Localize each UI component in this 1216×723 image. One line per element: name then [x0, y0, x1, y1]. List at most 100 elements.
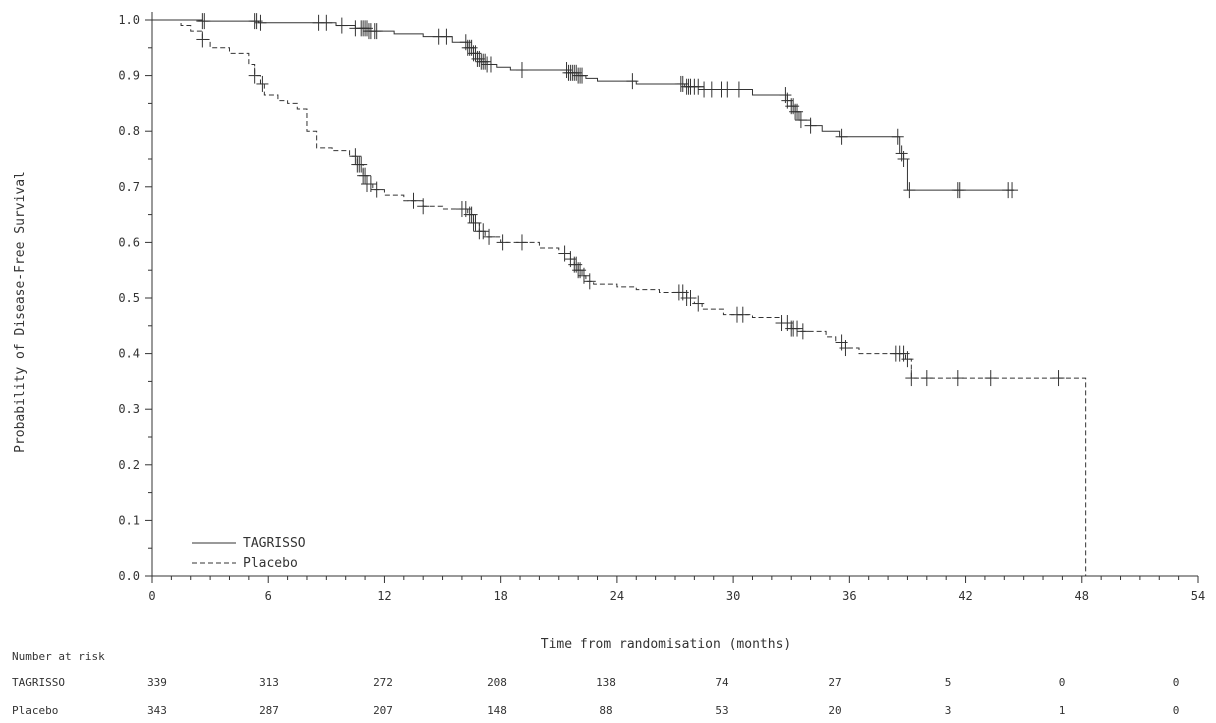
- censor-mark-tagrisso: [791, 103, 804, 120]
- risk-value-tagrisso: 208: [487, 676, 507, 689]
- legend-placebo-label: Placebo: [243, 556, 298, 571]
- x-tick-label: 42: [958, 589, 972, 603]
- y-axis-title: Probability of Disease-Free Survival: [13, 171, 28, 453]
- censor-mark-tagrisso: [903, 182, 916, 199]
- censor-mark-tagrisso: [440, 28, 453, 45]
- x-tick-label: 48: [1075, 589, 1089, 603]
- risk-value-tagrisso: 5: [945, 676, 952, 689]
- censor-mark-tagrisso: [335, 17, 348, 34]
- x-tick-label: 54: [1191, 589, 1205, 603]
- x-tick-label: 30: [726, 589, 740, 603]
- y-tick-label: 0.0: [118, 569, 140, 583]
- risk-value-tagrisso: 339: [147, 676, 167, 689]
- y-tick-label: 0.7: [118, 180, 140, 194]
- risk-value-placebo: 1: [1059, 704, 1066, 717]
- risk-value-placebo: 343: [147, 704, 167, 717]
- y-tick-label: 0.2: [118, 458, 140, 472]
- censor-mark-placebo: [256, 75, 269, 92]
- censor-mark-placebo: [465, 206, 478, 223]
- censor-mark-placebo: [355, 156, 368, 173]
- risk-value-tagrisso: 138: [596, 676, 616, 689]
- risk-value-placebo: 148: [487, 704, 507, 717]
- x-tick-label: 6: [265, 589, 272, 603]
- risk-row-label-tagrisso: TAGRISSO: [12, 676, 65, 689]
- legend: TAGRISSO Placebo: [192, 536, 306, 571]
- risk-row-label-placebo: Placebo: [12, 704, 58, 717]
- censor-mark-placebo: [684, 290, 697, 306]
- censor-mark-tagrisso: [320, 14, 333, 31]
- censor-mark-placebo: [796, 323, 809, 340]
- censor-mark-tagrisso: [254, 14, 267, 31]
- censor-mark-tagrisso: [897, 151, 910, 167]
- censor-mark-placebo: [196, 31, 209, 48]
- risk-value-tagrisso: 27: [828, 676, 841, 689]
- censor-mark-tagrisso: [794, 112, 807, 129]
- legend-tagrisso-label: TAGRISSO: [243, 536, 306, 551]
- censor-mark-tagrisso: [515, 62, 528, 79]
- y-tick-label: 0.8: [118, 124, 140, 138]
- risk-value-placebo: 3: [945, 704, 952, 717]
- x-tick-label: 24: [610, 589, 624, 603]
- censor-mark-placebo: [248, 67, 261, 84]
- censor-mark-placebo: [1052, 370, 1065, 387]
- plot-area: 0 6 12 18 24 30 36 42 48 54 0.0 0.1 0.2 0.3 0.4 0.5 0.6 0…: [118, 12, 1205, 603]
- censor-mark-tagrisso: [626, 73, 639, 90]
- censor-mark-tagrisso: [1006, 182, 1019, 199]
- censor-mark-placebo: [370, 181, 383, 198]
- censor-mark-tagrisso: [732, 81, 745, 98]
- censor-mark-placebo: [496, 234, 509, 251]
- x-tick-label: 12: [377, 589, 391, 603]
- series-line-placebo: [152, 19, 1087, 576]
- risk-value-tagrisso: 0: [1173, 676, 1180, 689]
- censor-mark-placebo: [515, 234, 528, 251]
- risk-value-tagrisso: 313: [259, 676, 279, 689]
- censor-mark-tagrisso: [484, 56, 497, 73]
- x-tick-label: 18: [493, 589, 507, 603]
- risk-table-title: Number at risk: [12, 650, 105, 663]
- censor-mark-tagrisso: [198, 13, 211, 30]
- censor-mark-tagrisso: [891, 128, 904, 145]
- censor-mark-placebo: [469, 214, 482, 231]
- censor-mark-placebo: [483, 228, 496, 245]
- risk-value-placebo: 53: [715, 704, 728, 717]
- censor-mark-tagrisso: [721, 81, 734, 98]
- censor-mark-placebo: [905, 370, 918, 387]
- censor-mark-placebo: [349, 148, 362, 165]
- number-at-risk-table: Number at risk TAGRISSO Placebo 339 313 27…: [12, 650, 1179, 717]
- y-tick-label: 0.9: [118, 69, 140, 83]
- censor-mark-placebo: [146, 12, 158, 28]
- y-tick-label: 1.0: [118, 13, 140, 27]
- censor-mark-placebo: [583, 273, 596, 290]
- censor-mark-placebo: [920, 370, 933, 387]
- censor-mark-tagrisso: [479, 53, 492, 70]
- censor-mark-tagrisso: [576, 67, 589, 84]
- censor-mark-tagrisso: [835, 128, 848, 145]
- risk-value-tagrisso: 272: [373, 676, 393, 689]
- y-tick-label: 0.4: [118, 347, 140, 361]
- censor-mark-placebo: [692, 295, 705, 312]
- censor-mark-placebo: [407, 192, 420, 209]
- risk-value-placebo: 287: [259, 704, 279, 717]
- censor-mark-placebo: [901, 351, 914, 368]
- y-tick-label: 0.5: [118, 291, 140, 305]
- series-line-tagrisso: [152, 19, 1014, 191]
- risk-value-placebo: 0: [1173, 704, 1180, 717]
- censor-mark-tagrisso: [804, 117, 817, 134]
- x-axis-title: Time from randomisation (months): [541, 637, 791, 652]
- censor-mark-placebo: [736, 306, 749, 323]
- censor-mark-tagrisso: [692, 78, 705, 95]
- risk-value-placebo: 20: [828, 704, 841, 717]
- risk-value-tagrisso: 0: [1059, 676, 1066, 689]
- censor-mark-placebo: [839, 340, 852, 357]
- censor-mark-placebo: [984, 370, 997, 387]
- censor-mark-placebo: [359, 167, 372, 184]
- censor-mark-placebo: [951, 370, 964, 387]
- x-tick-label: 36: [842, 589, 856, 603]
- censor-mark-placebo: [791, 320, 804, 337]
- x-tick-label: 0: [148, 589, 155, 603]
- risk-value-placebo: 88: [599, 704, 612, 717]
- censor-mark-tagrisso: [370, 23, 383, 40]
- y-tick-label: 0.1: [118, 513, 140, 527]
- risk-value-placebo: 207: [373, 704, 393, 717]
